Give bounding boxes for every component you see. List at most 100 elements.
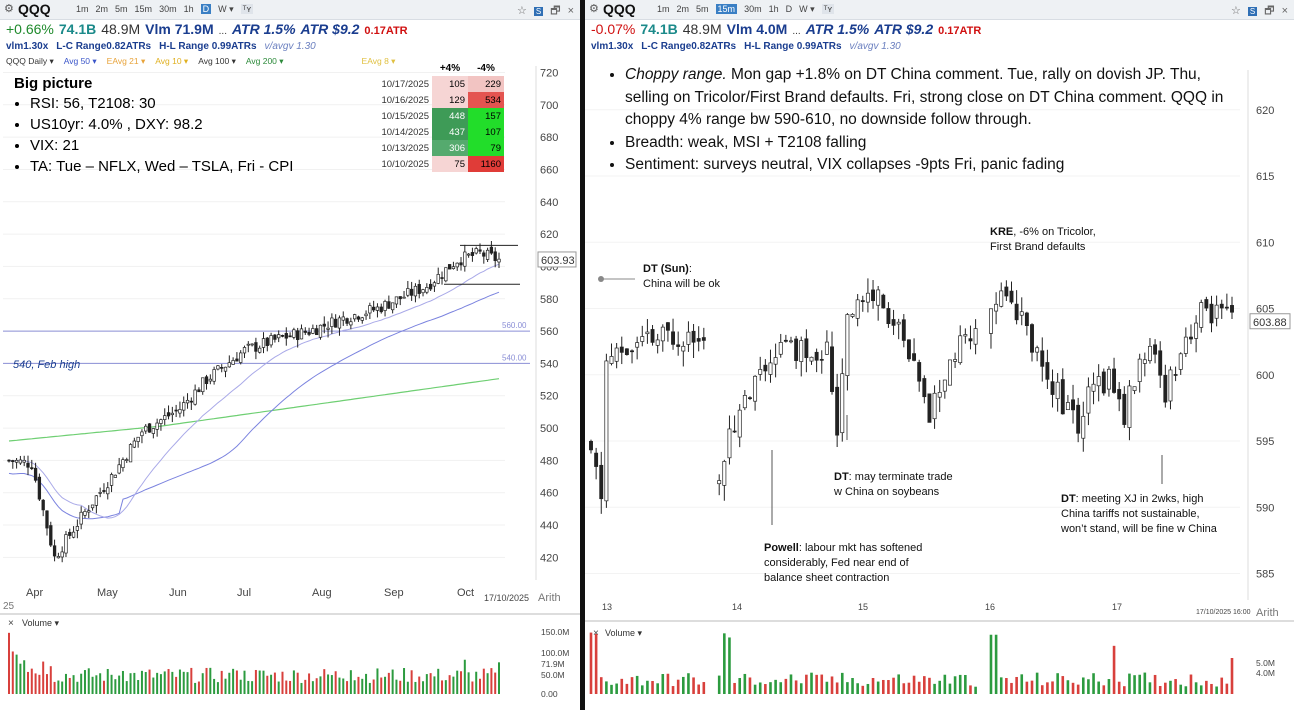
intraday-price-chart[interactable]: 620 615 610 605 600 595 590 585 603.88 13 14 15 16 17… [585, 0, 1294, 710]
tf-1h[interactable]: 1h [768, 4, 779, 14]
daily-price-chart[interactable]: 7207006806606406206005805605405205004804… [0, 0, 580, 710]
ma-daily[interactable]: QQQ Daily ▾ [6, 56, 54, 66]
candle-body [223, 366, 228, 372]
tf-w[interactable]: W ▾ [218, 4, 234, 14]
volume-bar [1020, 674, 1024, 694]
ma-avg50[interactable]: Avg 50 ▾ [63, 56, 97, 66]
volume-bar [254, 669, 257, 694]
intraday-chart-pane[interactable]: ⚙ QQQ 1m 2m 5m 15m 30m 1h D W ▾ ᵀʏ ☆ S 🗗 × -0.07% 74… [585, 0, 1294, 710]
tf-15m[interactable]: 15m [715, 4, 738, 14]
volume-bar [871, 678, 875, 694]
candle-body [204, 376, 209, 385]
candle-body [701, 337, 706, 341]
volume-bar [121, 670, 124, 694]
star-icon[interactable]: ☆ [1231, 5, 1241, 17]
chart-type-button[interactable]: ᵀʏ [240, 4, 254, 14]
daily-chart-pane[interactable]: ⚙ QQQ 1m 2m 5m 15m 30m 1h D W ▾ ᵀʏ ☆ S 🗗 × +0.66% 74… [0, 0, 580, 710]
candle-body [98, 492, 102, 494]
tf-2m[interactable]: 2m [676, 4, 690, 14]
tf-30m[interactable]: 30m [159, 4, 177, 14]
volume-bar [810, 672, 813, 694]
volume-bar [49, 666, 52, 694]
ma-eavg8[interactable]: EAvg 8 ▾ [361, 56, 396, 66]
volume-bar [687, 673, 690, 694]
lc-range: L-C Range0.82ATRs [56, 41, 152, 52]
candle-body [470, 252, 475, 256]
restore-icon[interactable]: 🗗 [1264, 5, 1275, 17]
ma-avg200[interactable]: Avg 200 ▾ [245, 56, 284, 66]
volume-bar [159, 674, 162, 694]
close-icon[interactable]: × [567, 5, 574, 17]
candle-body [814, 351, 819, 361]
tf-1h[interactable]: 1h [183, 4, 194, 14]
breadth-date: 10/16/2025 [381, 94, 429, 106]
breadth-down: 534 [468, 92, 504, 108]
candle-body [64, 534, 68, 554]
save-button[interactable]: S [533, 7, 544, 16]
volume-bar [460, 671, 463, 694]
candle-body [147, 423, 152, 433]
tf-d[interactable]: D [200, 4, 212, 14]
volume-bar [876, 681, 880, 694]
more-dots[interactable]: ... [218, 26, 227, 37]
tf-30m[interactable]: 30m [744, 4, 762, 14]
breadth-up: 437 [432, 124, 468, 140]
volume-bar [273, 672, 276, 694]
big-picture-box: Big picture RSI: 56, T2108: 30 US10yr: 4… [14, 75, 293, 178]
y-tick-label: 680 [540, 132, 558, 144]
candle-body [614, 347, 619, 362]
candle-body [269, 335, 273, 346]
volume-bar [45, 674, 48, 694]
symbol-label[interactable]: QQQ [603, 1, 636, 17]
symbol-label[interactable]: QQQ [18, 1, 51, 17]
candle-body [387, 301, 391, 309]
star-icon[interactable]: ☆ [517, 5, 527, 17]
candle-body [284, 333, 288, 339]
ma-avg100[interactable]: Avg 100 ▾ [198, 56, 236, 66]
big-picture-item: TA: Tue – NFLX, Wed – TSLA, Fri - CPI [30, 157, 293, 177]
candle-body [292, 329, 296, 338]
candle-body [299, 328, 304, 340]
volume-bar [498, 662, 500, 694]
tf-5m[interactable]: 5m [696, 4, 709, 14]
breadth-down: 1160 [468, 156, 504, 172]
candle-body [1004, 286, 1009, 297]
candle-body [128, 444, 133, 463]
pane-divider[interactable] [580, 0, 585, 710]
volume-bar [30, 668, 33, 694]
tf-d[interactable]: D [785, 4, 793, 14]
summary-item: Sentiment: surveys neutral, VIX collapse… [625, 154, 1245, 177]
tf-15m[interactable]: 15m [134, 4, 153, 14]
atr-pct: ATR 1.5% [805, 21, 870, 37]
gear-icon[interactable]: ⚙ [4, 3, 14, 15]
gear-icon[interactable]: ⚙ [589, 3, 599, 15]
volume-bar [764, 684, 767, 694]
restore-icon[interactable]: 🗗 [550, 5, 561, 17]
volume-bar [625, 683, 629, 694]
tf-5m[interactable]: 5m [115, 4, 128, 14]
volume-bar [437, 668, 440, 694]
ma-eavg21[interactable]: EAvg 21 ▾ [106, 56, 146, 66]
tf-2m[interactable]: 2m [95, 4, 109, 14]
tf-1m[interactable]: 1m [76, 4, 89, 14]
save-button[interactable]: S [1247, 7, 1258, 16]
y-tick-label: 700 [540, 100, 558, 112]
y-tick-label: 460 [540, 488, 558, 500]
volume-bar [753, 684, 757, 694]
candle-body [860, 300, 865, 303]
volume-bar [425, 674, 428, 694]
volume-bar [125, 681, 128, 694]
candle-body [125, 459, 129, 461]
volume-bar [605, 681, 608, 694]
chart-type-button[interactable]: ᵀʏ [821, 4, 835, 14]
volume-bar [676, 679, 680, 694]
vlm-value: Vlm 4.0M [726, 21, 788, 37]
candle-body [273, 334, 277, 340]
tf-w[interactable]: W ▾ [799, 4, 815, 14]
ma-avg10[interactable]: Avg 10 ▾ [155, 56, 189, 66]
close-icon[interactable]: × [1281, 5, 1288, 17]
volume-bar [308, 673, 311, 694]
candle-body [163, 415, 167, 420]
more-dots[interactable]: ... [792, 26, 801, 37]
tf-1m[interactable]: 1m [657, 4, 670, 14]
